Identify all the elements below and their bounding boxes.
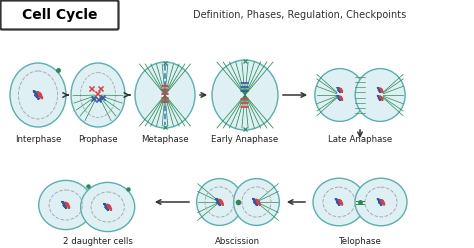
Ellipse shape bbox=[71, 63, 125, 127]
Ellipse shape bbox=[197, 179, 242, 225]
Ellipse shape bbox=[10, 63, 66, 127]
Ellipse shape bbox=[315, 69, 365, 122]
Text: Early Anaphase: Early Anaphase bbox=[211, 135, 279, 144]
Ellipse shape bbox=[212, 60, 278, 130]
Ellipse shape bbox=[355, 178, 407, 226]
Ellipse shape bbox=[234, 179, 279, 225]
Ellipse shape bbox=[313, 178, 365, 226]
Text: Metaphase: Metaphase bbox=[141, 135, 189, 144]
Text: 2 daughter cells: 2 daughter cells bbox=[63, 237, 133, 246]
Text: Late Anaphase: Late Anaphase bbox=[328, 135, 392, 144]
Ellipse shape bbox=[135, 62, 195, 128]
Ellipse shape bbox=[39, 180, 93, 230]
Ellipse shape bbox=[81, 182, 135, 232]
Ellipse shape bbox=[355, 69, 405, 122]
Text: Prophase: Prophase bbox=[78, 135, 118, 144]
Text: Cell Cycle: Cell Cycle bbox=[22, 8, 97, 22]
Text: Abscission: Abscission bbox=[216, 237, 261, 246]
Text: Definition, Phases, Regulation, Checkpoints: Definition, Phases, Regulation, Checkpoi… bbox=[193, 10, 406, 20]
Text: Interphase: Interphase bbox=[15, 135, 61, 144]
FancyBboxPatch shape bbox=[0, 0, 118, 30]
Text: Telophase: Telophase bbox=[338, 237, 382, 246]
